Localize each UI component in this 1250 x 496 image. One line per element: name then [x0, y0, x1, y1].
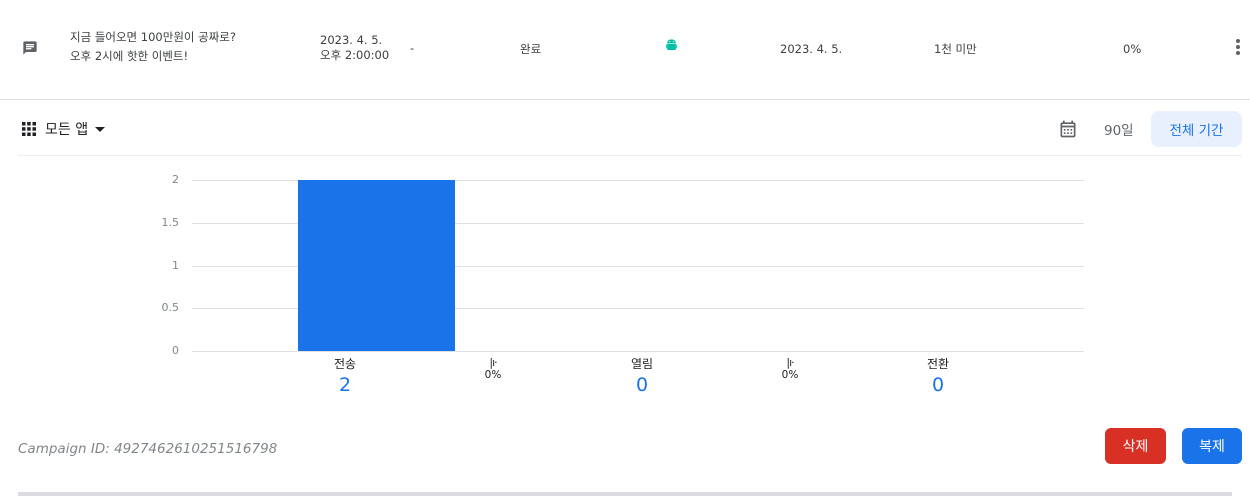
more-vert-icon[interactable]	[1228, 39, 1248, 59]
sent-date: 2023. 4. 5.	[320, 33, 383, 47]
end-date-cell: 2023. 4. 5.	[780, 42, 843, 56]
all-time-button[interactable]: 전체 기간	[1151, 111, 1242, 147]
conversion-rate: |ı· 0%	[760, 356, 820, 381]
y-tick-label: 2	[172, 173, 179, 186]
empty-cell: -	[410, 41, 415, 55]
status-cell: 완료	[520, 42, 542, 56]
funnel-chart: 0 0.5 1 1.5 2 전송 2 열림 0 전환 0 |ı· 0% |ı· 0%	[0, 160, 1250, 410]
calendar-icon[interactable]	[1058, 119, 1078, 139]
y-tick-label: 0	[172, 344, 179, 357]
gridline	[192, 222, 1084, 224]
sent-datetime: 2023. 4. 5. 오후 2:00:00	[320, 33, 389, 63]
gridline	[192, 265, 1084, 267]
stage-label: 열림	[630, 357, 654, 371]
campaign-title[interactable]: 지금 들어오면 100만원이 공짜로? 오후 2시에 핫한 이벤트!	[70, 28, 236, 66]
stage-label: 전송	[333, 357, 357, 371]
sent-time: 오후 2:00:00	[320, 48, 390, 62]
conversion-rate-value: 0%	[781, 369, 799, 381]
gridline	[192, 180, 1084, 181]
android-icon	[665, 39, 678, 50]
campaign-id: Campaign ID: 4927462610251516798	[18, 441, 278, 457]
stage-value: 0	[931, 374, 945, 396]
rate-cell: 0%	[1123, 42, 1142, 56]
conversion-arrow-icon: |ı·	[489, 356, 497, 369]
app-selector[interactable]: 모든 앱	[22, 118, 106, 140]
conversion-rate-value: 0%	[484, 369, 502, 381]
duplicate-button[interactable]: 복제	[1182, 428, 1242, 464]
message-icon	[23, 41, 37, 55]
funnel-stage: 열림 0	[582, 355, 702, 396]
conversion-arrow-icon: |ı·	[786, 356, 794, 369]
conversion-rate: |ı· 0%	[463, 356, 523, 381]
stage-value: 0	[635, 374, 649, 396]
gridline	[192, 308, 1084, 310]
funnel-stage: 전환 0	[878, 355, 998, 396]
apps-grid-icon	[22, 122, 36, 136]
campaign-title-line1: 지금 들어오면 100만원이 공짜로?	[70, 30, 236, 44]
stage-value: 2	[338, 374, 352, 396]
stage-label: 전환	[926, 357, 950, 371]
funnel-stage: 전송 2	[285, 355, 405, 396]
dropdown-caret-icon	[95, 126, 106, 132]
app-selector-label: 모든 앱	[45, 122, 89, 138]
horizontal-scrollbar[interactable]	[18, 492, 1232, 496]
audience-cell: 1천 미만	[934, 42, 977, 56]
y-tick-label: 1	[172, 258, 179, 272]
bar-0[interactable]	[297, 180, 455, 351]
delete-button[interactable]: 삭제	[1105, 428, 1166, 464]
chart-filter-bar: 모든 앱 90일 전체 기간	[18, 111, 1242, 156]
campaign-title-line2: 오후 2시에 핫한 이벤트!	[70, 49, 189, 63]
y-tick-label: 0.5	[161, 301, 180, 315]
days-range-option[interactable]: 90일	[1104, 123, 1134, 139]
y-tick-label: 1.5	[161, 215, 180, 229]
campaign-row[interactable]: 지금 들어오면 100만원이 공짜로? 오후 2시에 핫한 이벤트! 2023.…	[0, 0, 1250, 100]
gridline	[192, 351, 1084, 352]
